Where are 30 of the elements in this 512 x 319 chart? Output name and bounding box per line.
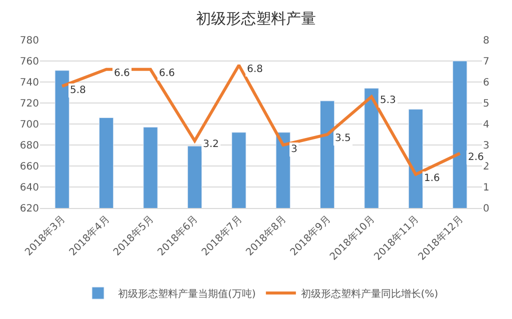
- y-tick-label: 700: [20, 120, 39, 130]
- data-label: 6.6: [114, 68, 130, 79]
- y-tick-label: 760: [20, 56, 39, 68]
- chart-title: 初级形态塑料产量: [196, 9, 316, 28]
- y2-tick-label: 8: [483, 36, 490, 46]
- y-tick-label: 740: [20, 78, 39, 88]
- y-tick-label: 620: [20, 204, 39, 214]
- data-label: 1.6: [424, 173, 440, 184]
- data-label: 3.2: [203, 139, 219, 150]
- y2-tick-label: 0: [483, 204, 490, 214]
- data-label: 6.6: [159, 68, 175, 79]
- y-tick-label: 640: [20, 182, 39, 194]
- y-tick-label: 720: [20, 98, 39, 110]
- data-label: 6.8: [247, 64, 263, 75]
- legend-label: 初级形态塑料产量当期值(万吨): [118, 288, 256, 300]
- y-tick-label: 780: [20, 36, 39, 46]
- data-label: 3.5: [335, 133, 351, 144]
- legend-label: 初级形态塑料产量同比增长(%): [300, 288, 438, 300]
- data-label: 3: [291, 144, 298, 155]
- y2-tick-label: 3: [483, 140, 490, 152]
- y-tick-label: 680: [20, 140, 39, 152]
- y2-tick-label: 4: [483, 120, 490, 130]
- y2-tick-label: 1: [483, 182, 490, 194]
- y-tick-label: 660: [20, 162, 39, 172]
- y2-tick-label: 6: [483, 78, 490, 88]
- y2-tick-label: 7: [483, 56, 490, 68]
- data-label: 5.3: [380, 95, 396, 106]
- y2-tick-label: 5: [483, 98, 490, 110]
- data-label: 5.8: [70, 85, 86, 96]
- data-label: 2.6: [468, 152, 484, 163]
